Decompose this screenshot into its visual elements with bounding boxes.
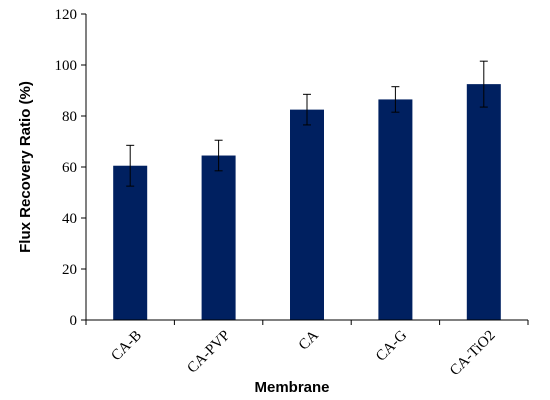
x-tick-label-ca-tio2: CA-TiO2 bbox=[447, 328, 499, 380]
x-tick-label-ca: CA bbox=[296, 327, 322, 353]
bar-ca bbox=[290, 109, 324, 320]
bar-ca-pvp bbox=[201, 155, 236, 320]
y-tick-label-40: 40 bbox=[62, 211, 77, 227]
x-tick-label-ca-b: CA-B bbox=[108, 328, 145, 365]
x-tick-label-ca-pvp: CA-PVP bbox=[184, 328, 233, 377]
y-tick-label-0: 0 bbox=[70, 313, 78, 329]
y-tick-label-20: 20 bbox=[62, 262, 77, 278]
plot-area: 0 20 40 60 80 100 120 CA-B CA-PVP CA CA-G CA-TiO2 bbox=[55, 7, 529, 379]
x-tick-label-ca-g: CA-G bbox=[373, 327, 410, 364]
y-axis-title: Flux Recovery Ratio (%) bbox=[17, 81, 34, 253]
y-tick-label-120: 120 bbox=[55, 7, 78, 23]
y-tick-label-100: 100 bbox=[55, 58, 78, 74]
y-tick-label-60: 60 bbox=[62, 160, 77, 176]
y-tick-label-80: 80 bbox=[62, 109, 77, 125]
x-axis-title: Membrane bbox=[254, 379, 329, 396]
bar-ca-tio2 bbox=[466, 84, 501, 320]
bar-ca-b bbox=[113, 165, 148, 320]
bar-ca-g bbox=[378, 99, 413, 320]
